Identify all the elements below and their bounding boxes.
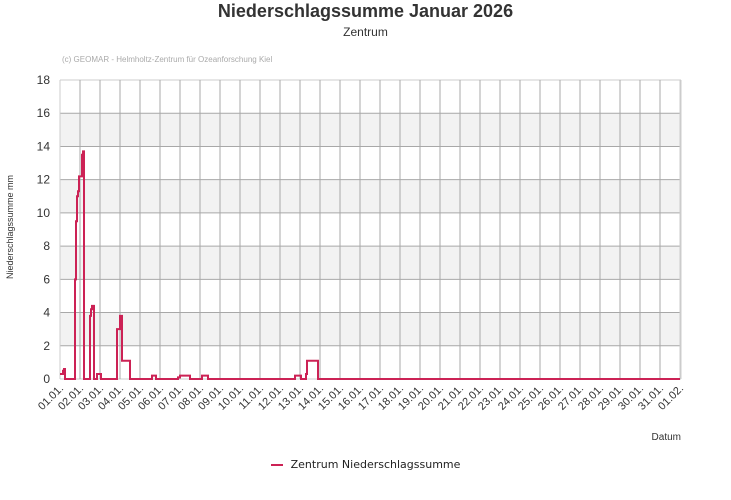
y-tick-label: 18 — [37, 73, 51, 87]
credits-text[interactable]: (c) GEOMAR - Helmholtz-Zentrum für Ozean… — [62, 55, 273, 64]
chart-subtitle: Zentrum — [343, 25, 388, 39]
y-tick-label: 12 — [37, 173, 51, 187]
y-tick-label: 4 — [43, 306, 50, 320]
y-tick-label: 8 — [43, 239, 50, 253]
y-tick-label: 10 — [37, 206, 51, 220]
chart-plot: 0 2 4 6 8 10 12 14 16 18 01.01.02.01.03.01.04.01.… — [36, 73, 686, 413]
y-tick-label: 6 — [43, 272, 50, 286]
chart-title: Niederschlagssumme Januar 2026 — [217, 1, 514, 21]
legend-swatch-icon — [270, 463, 283, 466]
x-axis-ticks: 01.01.02.01.03.01.04.01.05.01.06.01.07.0… — [36, 383, 686, 413]
x-axis-title: Datum — [651, 432, 681, 443]
y-axis-title: Niederschlagssumme mm — [5, 174, 15, 280]
legend-item-zentrum[interactable]: Zentrum Niederschlagssumme — [290, 458, 461, 471]
plot-bands — [60, 113, 681, 346]
y-tick-label: 0 — [43, 372, 50, 386]
y-tick-label: 2 — [43, 339, 50, 353]
series-line-zentrum[interactable] — [60, 150, 680, 380]
y-tick-label: 14 — [37, 139, 51, 153]
legend: Zentrum Niederschlagssumme — [0, 458, 731, 471]
gridlines — [59, 79, 682, 380]
y-tick-label: 16 — [37, 106, 51, 120]
y-axis-ticks: 0 2 4 6 8 10 12 14 16 18 — [37, 73, 51, 386]
